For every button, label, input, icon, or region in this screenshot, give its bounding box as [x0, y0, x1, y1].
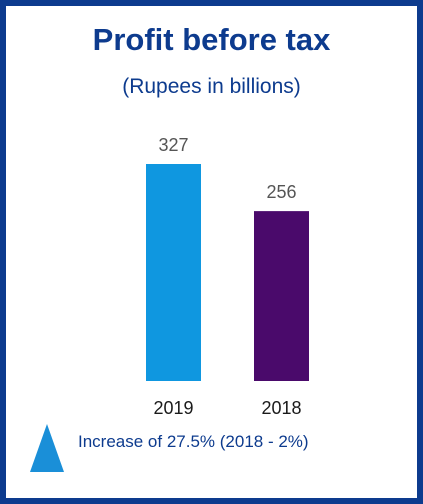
bar-2018	[254, 211, 309, 381]
chart-subtitle: (Rupees in billions)	[122, 75, 301, 98]
increase-note: Increase of 27.5% (2018 - 2%)	[78, 432, 309, 451]
category-label-2019: 2019	[153, 398, 193, 418]
chart-title: Profit before tax	[92, 22, 331, 57]
value-label-2018: 256	[266, 182, 296, 202]
bar-2019	[146, 164, 201, 381]
value-label-2019: 327	[158, 135, 188, 155]
triangle-up-icon	[30, 424, 64, 472]
category-label-2018: 2018	[261, 398, 301, 418]
